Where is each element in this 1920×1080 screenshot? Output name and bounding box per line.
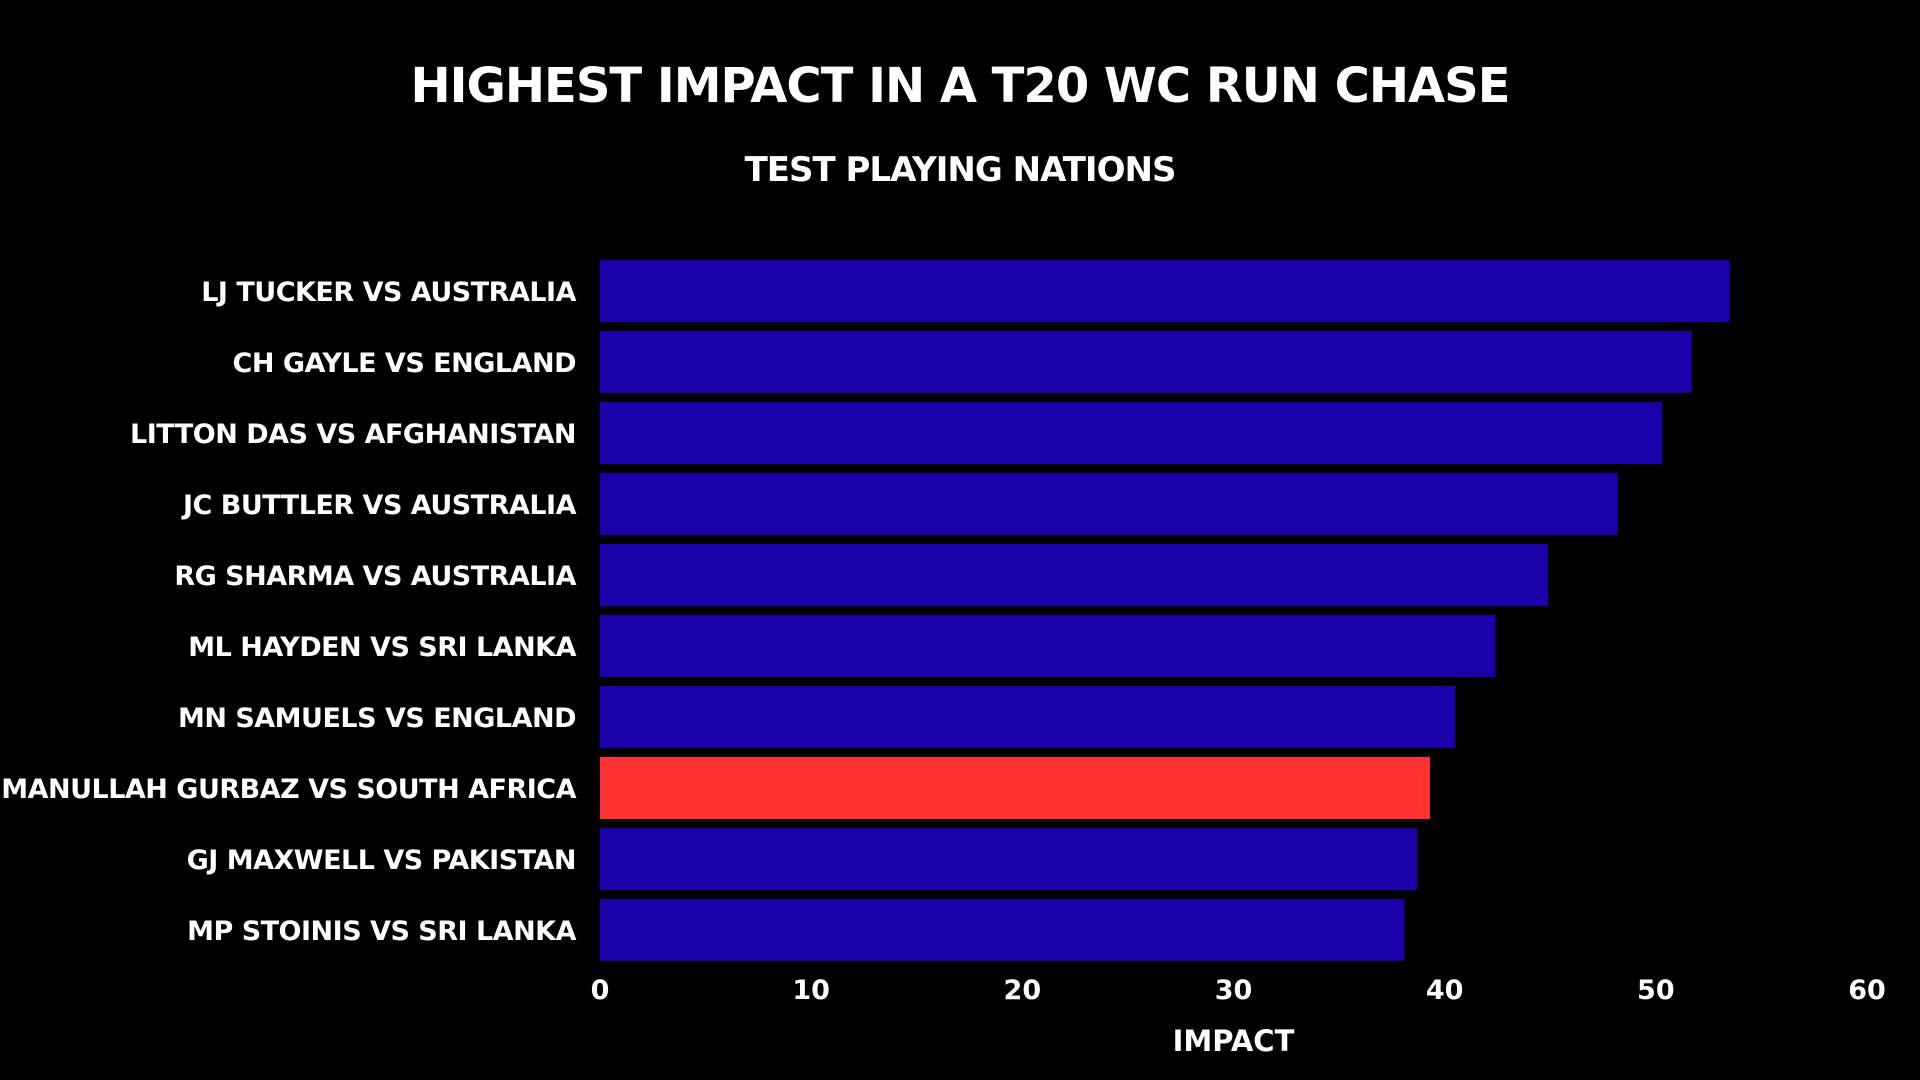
x-tick-label-50: 50 <box>1637 975 1675 1006</box>
x-tick-label-40: 40 <box>1426 975 1464 1006</box>
category-label-3: LITTON DAS VS AFGHANISTAN <box>130 419 576 450</box>
category-label-8: RAHMANULLAH GURBAZ VS SOUTH AFRICA <box>0 774 577 805</box>
bar-4 <box>600 473 1618 535</box>
x-tick-label-20: 20 <box>1004 975 1042 1006</box>
bar-3 <box>600 402 1663 464</box>
x-axis-title: IMPACT <box>1173 1024 1295 1058</box>
bar-10 <box>600 899 1405 961</box>
bar-6 <box>600 615 1496 677</box>
bar-1 <box>600 260 1730 322</box>
bars-layer <box>600 260 1730 961</box>
x-tick-label-10: 10 <box>792 975 830 1006</box>
category-label-2: CH GAYLE VS ENGLAND <box>233 348 576 379</box>
category-label-7: MN SAMUELS VS ENGLAND <box>178 703 576 734</box>
bar-9 <box>600 828 1418 890</box>
category-label-10: MP STOINIS VS SRI LANKA <box>187 916 576 947</box>
category-label-1: LJ TUCKER VS AUSTRALIA <box>201 277 576 308</box>
category-label-4: JC BUTTLER VS AUSTRALIA <box>181 490 577 521</box>
category-label-5: RG SHARMA VS AUSTRALIA <box>174 561 576 592</box>
category-label-9: GJ MAXWELL VS PAKISTAN <box>187 845 576 876</box>
category-label-6: ML HAYDEN VS SRI LANKA <box>188 632 576 663</box>
x-tick-label-60: 60 <box>1848 975 1886 1006</box>
bar-7 <box>600 686 1456 748</box>
chart-subtitle: TEST PLAYING NATIONS <box>744 150 1177 190</box>
x-axis-ticks: 0 10 20 30 40 50 60 <box>591 975 1886 1006</box>
x-tick-label-0: 0 <box>591 975 610 1006</box>
bar-5 <box>600 544 1549 606</box>
bar-2 <box>600 331 1692 393</box>
x-tick-label-30: 30 <box>1215 975 1253 1006</box>
bar-8 <box>600 757 1430 819</box>
chart-title: HIGHEST IMPACT IN A T20 WC RUN CHASE <box>410 58 1510 114</box>
category-labels: LJ TUCKER VS AUSTRALIA CH GAYLE VS ENGLAN… <box>0 277 577 947</box>
